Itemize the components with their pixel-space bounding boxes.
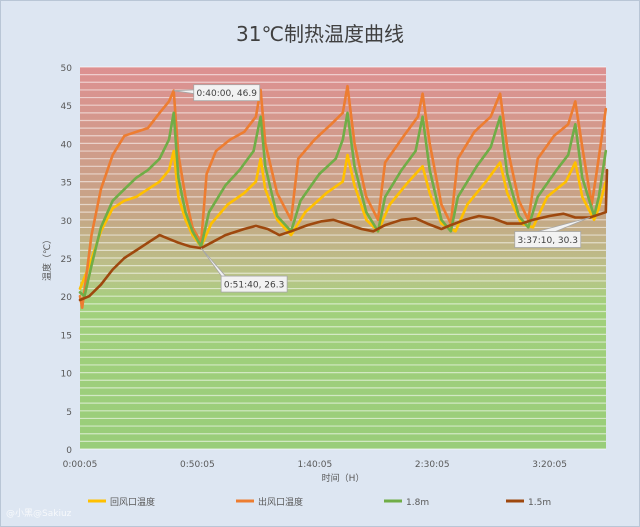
legend-label-0: 回风口温度 [110, 496, 155, 508]
x-tick-label: 1:40:05 [297, 460, 332, 470]
y-tick-label: 50 [61, 64, 73, 74]
y-tick-label: 10 [61, 370, 73, 380]
series-line-1 [78, 84, 608, 309]
callout-box [193, 84, 261, 102]
watermark: @小黑@Sakiuz [6, 509, 72, 519]
legend-label-2: 1.8m [406, 498, 429, 508]
legend-label-3: 1.5m [528, 498, 551, 508]
y-axis-label: 温度（℃） [41, 235, 53, 281]
chart-title: 31℃制热温度曲线 [236, 22, 404, 46]
y-tick-label: 0 [66, 446, 72, 456]
data-callout: 0:40:00, 46.9 [173, 84, 261, 102]
y-tick-label: 5 [66, 408, 72, 418]
x-tick-label: 2:30:05 [415, 460, 450, 470]
y-tick-label: 20 [61, 293, 73, 303]
series-line-3 [78, 168, 609, 302]
callout-label: 0:40:00, 46.9 [196, 89, 257, 99]
callout-label: 3:37:10, 30.3 [518, 236, 578, 246]
x-tick-label: 3:20:05 [532, 460, 567, 470]
y-tick-label: 30 [61, 217, 73, 227]
callout-box [220, 275, 288, 293]
y-tick-label: 35 [61, 179, 72, 189]
x-axis-label: 时间（H） [322, 472, 365, 484]
series-line-2 [78, 111, 608, 298]
legend-label-1: 出风口温度 [258, 496, 303, 508]
x-tick-label: 0:50:05 [180, 460, 215, 470]
y-tick-label: 45 [61, 102, 72, 112]
x-tick-label: 0:00:05 [63, 460, 98, 470]
y-tick-label: 40 [61, 140, 73, 150]
callout-box [514, 231, 582, 248]
data-callout: 3:37:10, 30.3 [514, 217, 590, 248]
callout-label: 0:51:40, 26.3 [224, 281, 284, 291]
y-tick-label: 25 [61, 255, 72, 265]
data-callout: 0:51:40, 26.3 [200, 247, 288, 293]
y-tick-label: 15 [61, 331, 72, 341]
